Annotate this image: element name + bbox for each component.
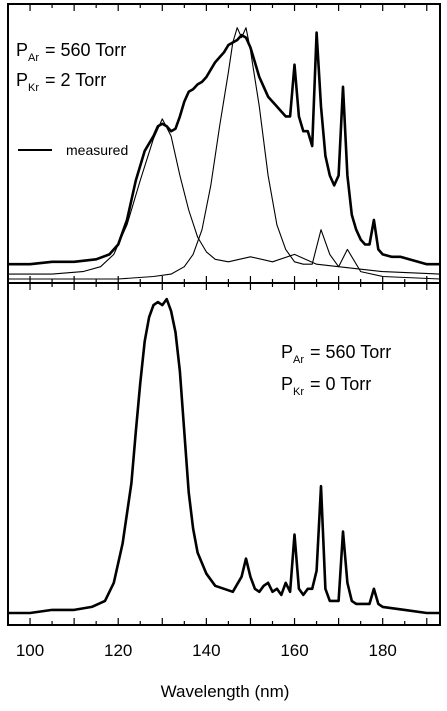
curves-bottom-series-0 bbox=[8, 297, 440, 615]
x-tick-label: 140 bbox=[192, 641, 220, 660]
curves-top-series-1 bbox=[8, 118, 441, 275]
axis-ticks bbox=[29, 4, 428, 625]
top-panel-curves bbox=[8, 27, 441, 280]
x-tick-label: 120 bbox=[104, 641, 132, 660]
bottom-panel-annotation: PAr = 560 Torr PKr = 0 Torr bbox=[281, 342, 391, 398]
top-pkr-label: PKr = 2 Torr bbox=[16, 70, 106, 94]
x-tick-label: 160 bbox=[280, 641, 308, 660]
x-tick-labels: 100 120 140 160 180 bbox=[16, 641, 397, 660]
top-par-label: PAr = 560 Torr bbox=[16, 40, 126, 64]
legend-label-measured: measured bbox=[66, 142, 128, 158]
bottom-panel-curves bbox=[8, 297, 440, 615]
bottom-par-label: PAr = 560 Torr bbox=[281, 342, 391, 366]
top-panel-annotation: PAr = 560 Torr PKr = 2 Torr bbox=[16, 40, 126, 94]
x-tick-label: 100 bbox=[16, 641, 44, 660]
curves-top-series-2 bbox=[8, 27, 441, 280]
plot-border bbox=[7, 3, 441, 626]
legend: measured bbox=[18, 142, 128, 158]
bottom-pkr-label: PKr = 0 Torr bbox=[281, 374, 371, 398]
x-tick-label: 180 bbox=[369, 641, 397, 660]
plot-frame bbox=[7, 3, 441, 626]
x-axis-label: Wavelength (nm) bbox=[161, 682, 290, 701]
